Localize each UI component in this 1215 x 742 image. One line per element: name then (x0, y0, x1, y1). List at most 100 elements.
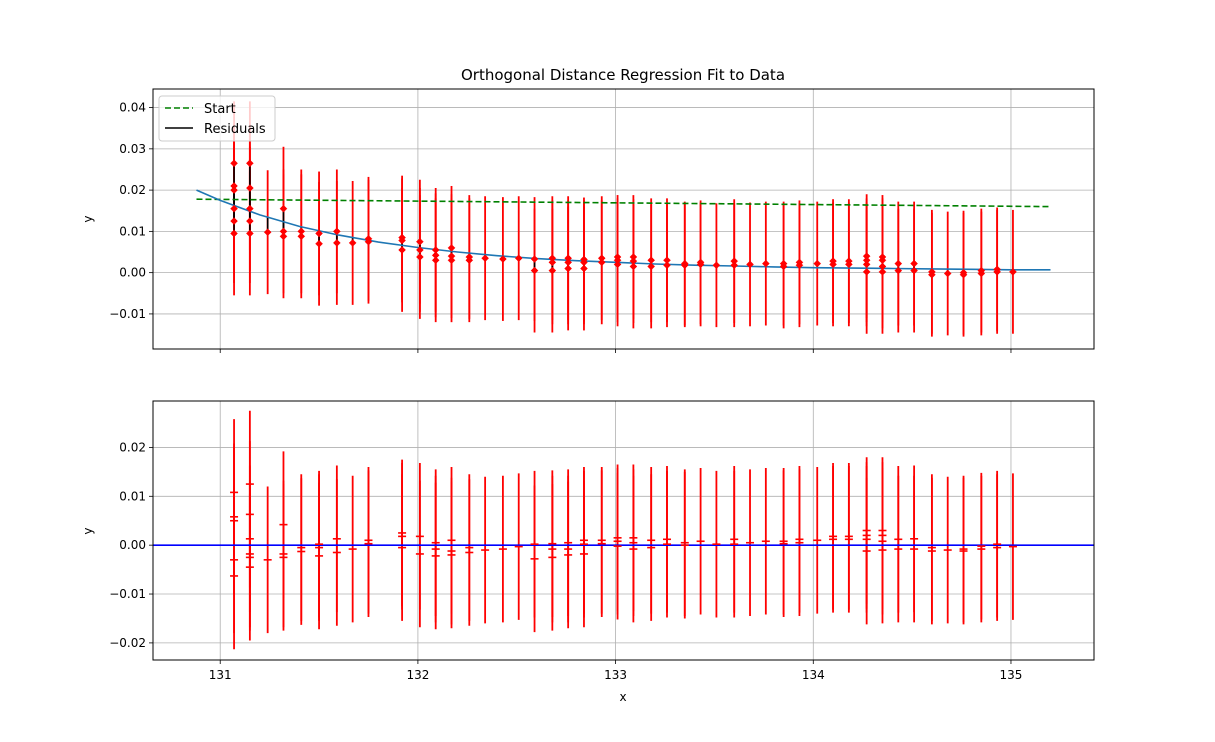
bottom-y-tick-label: −0.01 (109, 587, 146, 601)
data-point (613, 260, 622, 269)
start-line (196, 198, 1051, 208)
data-point (416, 237, 424, 246)
data-point (564, 264, 573, 273)
data-point (813, 259, 822, 268)
bottom-y-tick-label: 0.01 (119, 489, 146, 503)
bottom-x-tick-label: 131 (209, 668, 232, 682)
top-y-tick-label: 0.04 (119, 101, 146, 115)
data-point (279, 232, 288, 241)
top-y-tick-label: −0.01 (109, 307, 146, 321)
bottom-grid (153, 401, 1094, 660)
top-y-ticks: −0.01 0.00 0.01 0.02 0.03 0.04 (109, 101, 153, 321)
data-point (943, 269, 952, 278)
data-point (829, 260, 837, 269)
data-point (580, 264, 588, 273)
top-y-axis-label: y (81, 215, 95, 222)
data-point (246, 229, 254, 238)
bottom-y-tick-label: 0.02 (119, 440, 146, 454)
data-point (416, 253, 424, 261)
top-panel: −0.01 0.00 0.01 0.02 0.03 0.04 y Start Residu… (81, 88, 1095, 353)
data-point (230, 204, 238, 213)
data-point (530, 255, 539, 263)
data-point (959, 270, 968, 279)
data-point (795, 261, 804, 270)
data-point (910, 266, 918, 275)
data-point (548, 266, 557, 275)
chart-title: Orthogonal Distance Regression Fit to Da… (461, 66, 785, 84)
data-point (647, 262, 656, 271)
data-point (447, 256, 456, 265)
data-point (230, 159, 238, 168)
data-point (332, 239, 341, 247)
data-point (993, 267, 1001, 276)
bottom-y-tick-label: 0.00 (119, 538, 146, 552)
fit-curve (196, 189, 1051, 271)
bottom-x-tick-label: 134 (802, 668, 825, 682)
bottom-y-tick-label: −0.02 (109, 636, 146, 650)
bottom-axes-frame (152, 400, 1095, 661)
top-grid (153, 89, 1094, 349)
data-point (514, 254, 523, 263)
data-point (348, 239, 357, 247)
top-y-tick-label: 0.02 (119, 183, 146, 197)
top-axes-frame (152, 88, 1095, 350)
top-data (196, 101, 1051, 337)
bottom-x-tick-label: 135 (1000, 668, 1023, 682)
legend: Start Residuals (158, 95, 276, 142)
data-point (246, 217, 254, 225)
data-point (364, 237, 373, 246)
data-point (279, 204, 288, 213)
top-y-tick-label: 0.01 (119, 224, 146, 238)
data-point (894, 266, 903, 275)
bottom-x-tick-label: 133 (604, 668, 627, 682)
data-point (499, 255, 507, 263)
data-point (862, 260, 871, 269)
top-plot-area (153, 89, 1094, 349)
bottom-y-ticks: −0.02 −0.01 0.00 0.01 0.02 (109, 440, 153, 650)
bottom-y-axis-label: y (81, 527, 95, 534)
data-point (332, 227, 341, 236)
data-point (263, 228, 272, 237)
bottom-x-axis-label: x (619, 690, 626, 704)
legend-start-label: Start (204, 102, 236, 117)
data-point (530, 266, 539, 275)
data-point (431, 256, 440, 265)
data-point (845, 260, 853, 269)
data-point (230, 217, 238, 225)
data-point (680, 261, 689, 270)
legend-residuals-label: Residuals (204, 122, 266, 137)
top-y-tick-label: 0.03 (119, 142, 146, 156)
bottom-x-ticks: 131 132 133 134 135 (209, 660, 1023, 682)
data-point (246, 184, 254, 192)
bottom-x-tick-label: 132 (406, 668, 429, 682)
data-point (398, 236, 406, 245)
data-point (548, 258, 557, 267)
data-point (663, 261, 671, 270)
data-point (447, 244, 456, 252)
data-point (297, 232, 306, 241)
data-point (761, 259, 770, 268)
data-point (862, 267, 871, 276)
data-point (730, 261, 739, 270)
data-point (246, 159, 254, 168)
data-point (779, 262, 788, 271)
data-point (878, 267, 887, 276)
data-point (1009, 267, 1017, 276)
bottom-panel: −0.02 −0.01 0.00 0.01 0.02 131 132 133 134 135 y… (81, 400, 1095, 704)
top-y-tick-label: 0.00 (119, 266, 146, 280)
bottom-data (153, 410, 1094, 650)
data-point (928, 270, 936, 279)
data-point (746, 260, 754, 269)
data-point (315, 229, 323, 238)
data-point (230, 186, 238, 194)
data-point (712, 261, 721, 270)
data-point (230, 229, 238, 238)
data-point (465, 256, 474, 265)
data-point (597, 258, 606, 267)
data-point (629, 262, 638, 271)
bottom-plot-area (153, 401, 1094, 660)
data-point (315, 239, 323, 248)
data-point (977, 269, 986, 278)
data-point (481, 254, 489, 263)
